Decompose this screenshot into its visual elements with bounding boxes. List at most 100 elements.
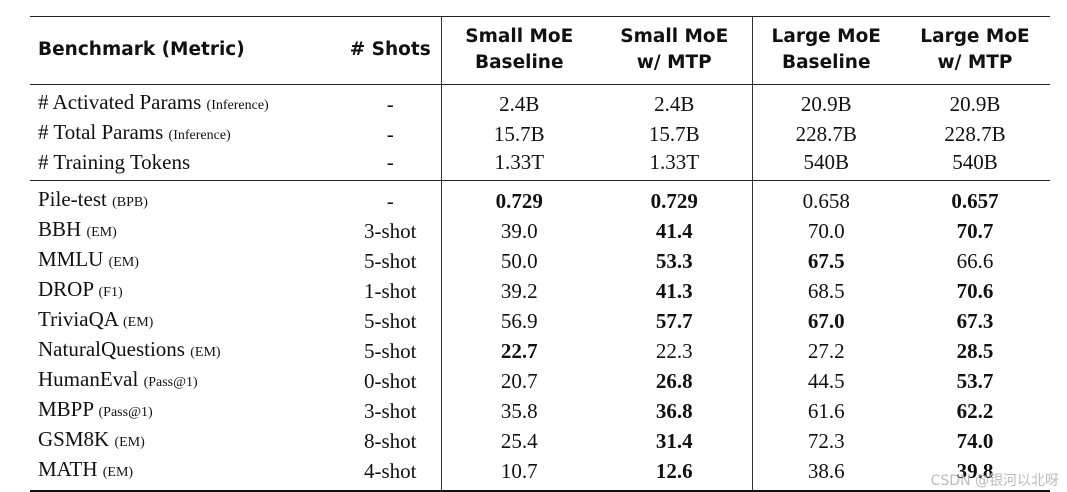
table-row: # Total Params (Inference) -15.7B 15.7B 228… [30, 119, 1050, 149]
value: 39.2 [500, 278, 538, 303]
value: 70.6 [956, 278, 994, 303]
benchmark-name: Pile-test [38, 187, 107, 211]
value: 50.0 [500, 248, 538, 273]
value-cell: 2.4B [597, 84, 753, 119]
shots-cell: 5-shot [340, 246, 442, 276]
value-cell: 67.3 [900, 306, 1050, 336]
value: 39.8 [956, 458, 994, 483]
shots-cell: 5-shot [340, 306, 442, 336]
benchmark-name: MATH [38, 457, 98, 481]
value: 0.729 [650, 188, 698, 213]
shots-cell: 0-shot [340, 366, 442, 396]
value-cell: 2.4B [441, 85, 597, 120]
value-cell: 228.7B [752, 119, 900, 149]
metric-label: (EM) [190, 345, 221, 360]
table-row: NaturalQuestions (EM) 5-shot 22.7 22.3 27.2 2… [30, 336, 1050, 366]
shots-cell: - [340, 180, 442, 216]
benchmark-name: # Activated Params [38, 90, 202, 114]
table-row: HumanEval (Pass@1) 0-shot 20.7 26.8 44.5 53.7 [30, 366, 1050, 396]
value: 66.6 [956, 248, 994, 273]
shots-cell: - [340, 84, 442, 119]
table-row: TriviaQA (EM) 5-shot 56.9 57.7 67.0 67.3 [30, 306, 1050, 336]
value-cell: 31.4 [597, 426, 753, 456]
value: 28.5 [956, 338, 994, 363]
value: 1.33T [494, 150, 545, 174]
value: 25.4 [500, 428, 538, 453]
value-cell: 67.5 [752, 246, 900, 276]
value-cell: 44.5 [752, 366, 900, 396]
shots-cell: 3-shot [340, 216, 442, 246]
value-cell: 1.33T [597, 149, 753, 181]
header-line: Small MoE [620, 26, 729, 47]
benchmark-name: TriviaQA [38, 307, 118, 331]
value: 62.2 [956, 398, 994, 423]
value: 22.3 [655, 338, 693, 363]
value: 70.7 [956, 218, 994, 243]
metric-label: (EM) [102, 465, 134, 480]
value-cell: 70.0 [752, 216, 900, 246]
value: 70.0 [807, 218, 845, 243]
row-label: HumanEval (Pass@1) [30, 366, 340, 396]
shots-cell: - [340, 149, 442, 181]
value-cell: 26.8 [597, 366, 753, 396]
header-line: Baseline [781, 52, 871, 73]
value-cell: 50.0 [441, 246, 597, 276]
benchmark-group: Pile-test (BPB) -0.729 0.729 0.658 0.657 BBH … [30, 180, 1050, 491]
benchmark-name: BBH [38, 217, 82, 241]
table-row: MBPP (Pass@1) 3-shot 35.8 36.8 61.6 62.2 [30, 396, 1050, 426]
value: 41.4 [655, 218, 693, 243]
value-cell: 22.7 [441, 336, 597, 366]
value-cell: 66.6 [900, 246, 1050, 276]
row-label: # Total Params (Inference) [30, 119, 340, 149]
row-label: Pile-test (BPB) [30, 181, 340, 217]
value: 20.7 [500, 368, 538, 393]
table-row: # Activated Params (Inference) -2.4B 2.4B 2… [30, 84, 1050, 120]
value-cell: 39.2 [441, 276, 597, 306]
value: 36.8 [655, 398, 693, 423]
value-cell: 41.4 [597, 216, 753, 246]
value-cell: 56.9 [441, 306, 597, 336]
value: 61.6 [807, 398, 845, 423]
value: 27.2 [807, 338, 845, 363]
benchmark-name: GSM8K [38, 427, 110, 451]
metric-label: (EM) [86, 225, 117, 240]
value-cell: 53.7 [900, 366, 1050, 396]
value: 67.3 [956, 308, 994, 333]
header-benchmark: Benchmark (Metric) [38, 39, 245, 60]
metric-label: (Inference) [206, 98, 269, 113]
value: 0.729 [495, 188, 543, 213]
row-label: MATH (EM) [30, 456, 340, 491]
value-cell: 20.7 [441, 366, 597, 396]
value-cell: 228.7B [900, 119, 1050, 149]
value-cell: 0.729 [597, 180, 753, 216]
value: 22.7 [500, 338, 538, 363]
value-cell: 62.2 [900, 396, 1050, 426]
value: 20.9B [800, 91, 852, 116]
value: 10.7 [500, 458, 538, 483]
shots-cell: 8-shot [340, 426, 442, 456]
metric-label: (Pass@1) [143, 375, 198, 390]
value-cell: 68.5 [752, 276, 900, 306]
shots-cell: 4-shot [340, 456, 442, 491]
header-line: Baseline [474, 52, 564, 73]
value-cell: 70.7 [900, 216, 1050, 246]
value: 57.7 [655, 308, 693, 333]
value-cell: 72.3 [752, 426, 900, 456]
value-cell: 540B [752, 149, 900, 181]
metric-label: (EM) [114, 435, 145, 450]
shots-cell: 1-shot [340, 276, 442, 306]
header-line: w/ MTP [937, 52, 1013, 73]
header-large-mtp: Large MoE w/ MTP [900, 17, 1050, 85]
watermark: CSDN @银河以北呀 [930, 473, 1059, 489]
value-cell: 15.7B [597, 119, 753, 149]
value-cell: 67.0 [752, 306, 900, 336]
value-cell: 25.4 [441, 426, 597, 456]
value-cell: 22.3 [597, 336, 753, 366]
row-label: TriviaQA (EM) [30, 306, 340, 336]
row-label: BBH (EM) [30, 216, 340, 246]
value-cell: 15.7B [441, 119, 597, 149]
table-row: DROP (F1) 1-shot 39.2 41.3 68.5 70.6 [30, 276, 1050, 306]
metric-label: (Pass@1) [98, 405, 153, 420]
value: 67.5 [807, 248, 845, 273]
results-table: Benchmark (Metric) # Shots Small MoE Base… [30, 16, 1050, 492]
